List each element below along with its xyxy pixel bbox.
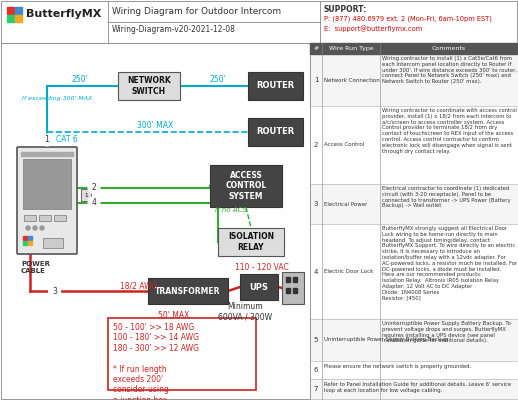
Text: ButterflyMX: ButterflyMX	[26, 9, 102, 19]
Text: 110 - 120 VAC: 110 - 120 VAC	[235, 264, 289, 272]
Text: Network Connection: Network Connection	[324, 78, 380, 82]
Bar	[24, 215, 36, 221]
Bar	[293, 288, 297, 293]
Bar	[210, 165, 282, 207]
Text: TRANSFORMER: TRANSFORMER	[155, 286, 221, 296]
Bar	[248, 118, 303, 146]
Text: Please ensure the network switch is properly grounded.: Please ensure the network switch is prop…	[324, 364, 471, 369]
Text: Uninterruptible Power Supply Battery Backup. To prevent voltage drops and surges: Uninterruptible Power Supply Battery Bac…	[382, 321, 511, 343]
Bar	[39, 215, 51, 221]
Bar	[286, 288, 290, 293]
Bar	[286, 277, 290, 282]
Text: ButterflyMX strongly suggest all Electrical Door Lock wiring to be home-run dire: ButterflyMX strongly suggest all Electri…	[382, 226, 517, 301]
Text: 5: 5	[314, 337, 318, 343]
Text: 2: 2	[314, 142, 318, 148]
Bar	[1, 43, 517, 399]
Text: 4: 4	[92, 198, 96, 207]
Bar	[118, 72, 180, 100]
Bar	[81, 189, 91, 201]
Text: 1: 1	[314, 77, 318, 83]
Text: ISOLATION
RELAY: ISOLATION RELAY	[228, 232, 274, 252]
Bar	[27, 236, 32, 240]
Circle shape	[49, 285, 61, 297]
Text: ACCESS
CONTROL
SYSTEM: ACCESS CONTROL SYSTEM	[225, 171, 267, 201]
Text: ROUTER: ROUTER	[256, 82, 295, 90]
Bar	[310, 379, 517, 399]
Circle shape	[40, 226, 44, 230]
Bar	[310, 54, 517, 106]
Text: Electrical contractor to coordinate (1) dedicated circuit (with 3-20 receptacle): Electrical contractor to coordinate (1) …	[382, 186, 511, 208]
Bar	[15, 15, 22, 22]
Text: 6: 6	[314, 367, 318, 373]
Bar	[218, 228, 284, 256]
Bar	[293, 277, 297, 282]
Text: 1: 1	[45, 136, 49, 144]
Bar	[108, 318, 256, 390]
Text: If no ACS: If no ACS	[215, 207, 247, 213]
Text: Wiring-Diagram-v20-2021-12-08: Wiring-Diagram-v20-2021-12-08	[112, 26, 236, 34]
Bar	[23, 236, 27, 240]
Text: If exceeding 300' MAX: If exceeding 300' MAX	[22, 96, 92, 101]
Text: 1: 1	[84, 193, 88, 198]
Text: 300' MAX: 300' MAX	[137, 121, 173, 130]
Text: 7: 7	[314, 386, 318, 392]
Text: 50 - 100' >> 18 AWG
100 - 180' >> 14 AWG
180 - 300' >> 12 AWG

* If run length
e: 50 - 100' >> 18 AWG 100 - 180' >> 14 AWG…	[113, 323, 199, 400]
Bar	[7, 15, 14, 22]
Text: UPS: UPS	[250, 282, 268, 292]
Text: 250': 250'	[210, 75, 226, 84]
FancyBboxPatch shape	[17, 147, 77, 254]
Text: 50' MAX: 50' MAX	[158, 311, 190, 320]
Bar	[310, 361, 517, 379]
Circle shape	[88, 196, 100, 209]
Text: Wiring Diagram for Outdoor Intercom: Wiring Diagram for Outdoor Intercom	[112, 8, 281, 16]
Text: NETWORK
SWITCH: NETWORK SWITCH	[127, 76, 171, 96]
Text: E:  support@butterflymx.com: E: support@butterflymx.com	[324, 26, 422, 32]
Bar	[21, 152, 73, 156]
Text: ROUTER: ROUTER	[256, 128, 295, 136]
Bar	[54, 215, 66, 221]
Bar	[310, 319, 517, 361]
Circle shape	[88, 182, 100, 194]
Text: Uninterruptible Power Supply Battery Backup: Uninterruptible Power Supply Battery Bac…	[324, 338, 448, 342]
Text: SUPPORT:: SUPPORT:	[324, 4, 367, 14]
Text: Minimum
600VA / 300W: Minimum 600VA / 300W	[218, 302, 272, 322]
Bar	[148, 278, 228, 304]
Circle shape	[33, 226, 37, 230]
Text: Wiring contractor to coordinate with access control provider, install (1) x 18/2: Wiring contractor to coordinate with acc…	[382, 108, 517, 154]
Circle shape	[41, 134, 53, 146]
Bar	[27, 240, 32, 244]
Text: P: (877) 480.6979 ext. 2 (Mon-Fri, 6am-10pm EST): P: (877) 480.6979 ext. 2 (Mon-Fri, 6am-1…	[324, 16, 492, 22]
Text: 3: 3	[52, 286, 57, 296]
Text: 3: 3	[314, 201, 318, 207]
Text: Electric Door Lock: Electric Door Lock	[324, 269, 373, 274]
Bar	[1, 1, 517, 43]
Bar	[310, 224, 517, 319]
Text: #: #	[313, 46, 319, 51]
Text: 2: 2	[92, 183, 96, 192]
Text: Refer to Panel Installation Guide for additional details. Leave 6' service loop : Refer to Panel Installation Guide for ad…	[324, 382, 511, 393]
Text: Wire Run Type: Wire Run Type	[329, 46, 373, 51]
Text: 18/2 AWG: 18/2 AWG	[120, 282, 157, 290]
Text: Comments: Comments	[431, 46, 466, 51]
Text: Electrical Power: Electrical Power	[324, 202, 367, 206]
Text: CAT 6: CAT 6	[56, 136, 78, 144]
Bar	[310, 106, 517, 184]
Bar	[23, 240, 27, 244]
Bar	[43, 238, 63, 248]
Text: 4: 4	[314, 268, 318, 274]
Text: POWER
CABLE: POWER CABLE	[21, 261, 50, 274]
Text: 250': 250'	[71, 75, 88, 84]
Bar	[23, 159, 71, 209]
Text: Wiring contractor to install (1) x Cat5e/Cat6 from each Intercom panel location : Wiring contractor to install (1) x Cat5e…	[382, 56, 517, 84]
Bar	[15, 7, 22, 14]
Bar	[240, 274, 278, 300]
Bar	[310, 43, 517, 54]
Bar	[7, 7, 14, 14]
Bar	[282, 272, 304, 304]
Text: Access Control: Access Control	[324, 142, 364, 148]
Bar	[248, 72, 303, 100]
Bar	[310, 184, 517, 224]
Circle shape	[26, 226, 30, 230]
